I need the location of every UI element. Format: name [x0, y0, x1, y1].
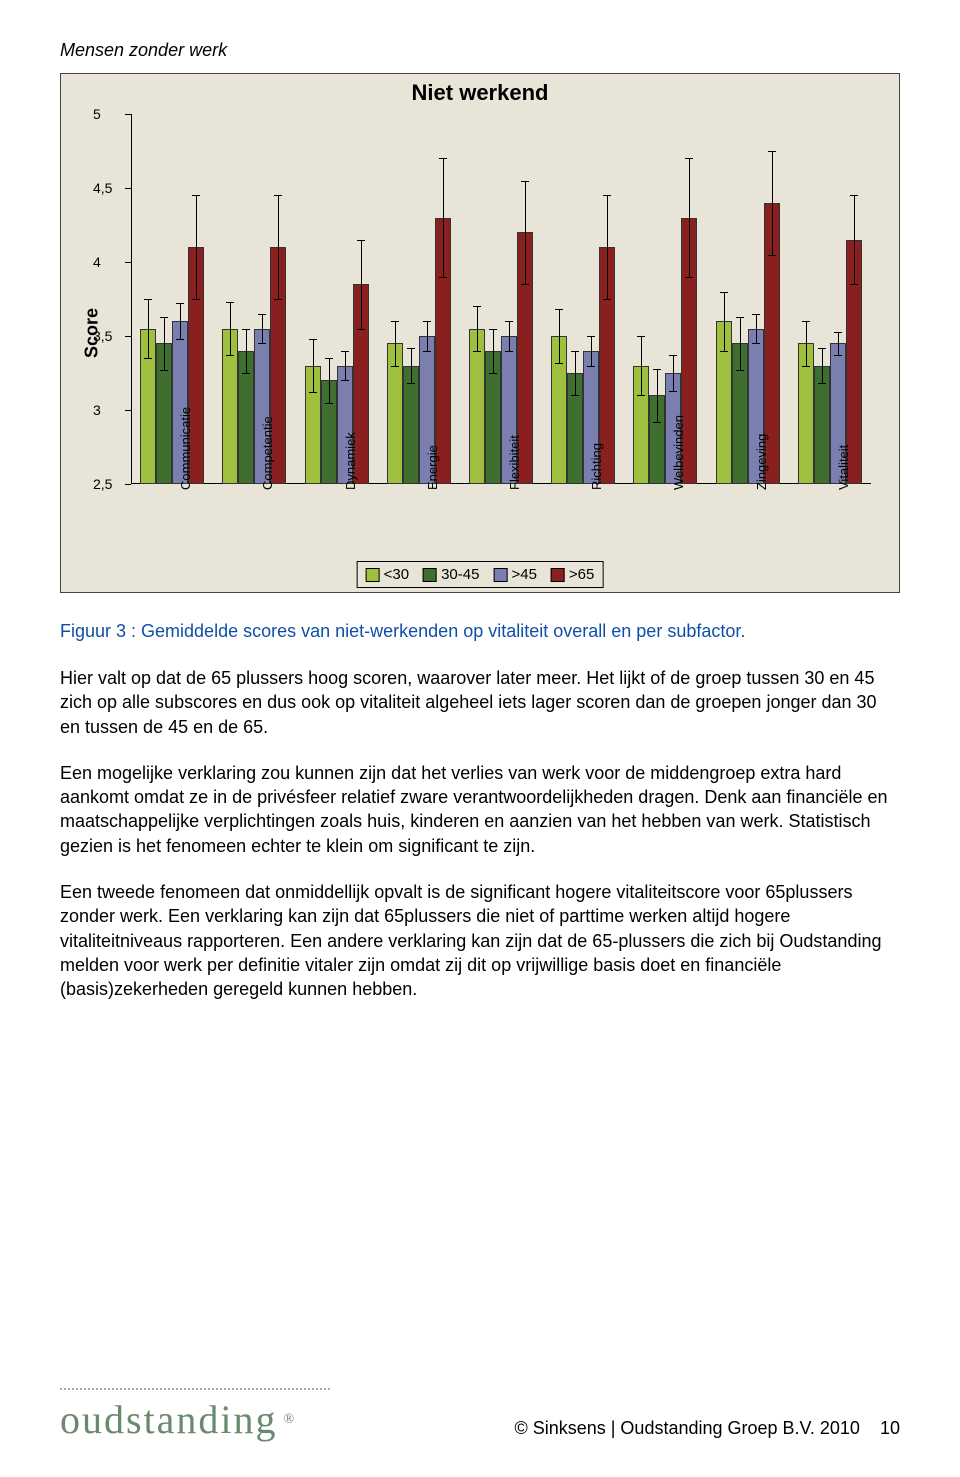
chart-container: Niet werkend Score 2,533,544,55 <3030-45… — [60, 73, 900, 593]
legend-swatch — [551, 568, 565, 582]
body-paragraph: Een mogelijke verklaring zou kunnen zijn… — [60, 761, 900, 858]
registered-icon: ® — [284, 1412, 297, 1428]
chart-xtick: Energie — [425, 445, 440, 490]
copyright-text: © Sinksens | Oudstanding Groep B.V. 2010 — [514, 1418, 860, 1438]
chart-xtick: Competentie — [260, 416, 275, 490]
chart-xtick: Vitaliteit — [836, 445, 851, 490]
chart-xtick: Zingeving — [754, 434, 769, 490]
chart-ytick: 4,5 — [93, 180, 112, 196]
body-paragraph: Hier valt op dat de 65 plussers hoog sco… — [60, 666, 900, 739]
page-number: 10 — [880, 1418, 900, 1438]
page-footer: oudstanding ® © Sinksens | Oudstanding Gr… — [60, 1388, 900, 1443]
chart-xtick: Welbevinden — [671, 415, 686, 490]
brand-text: oudstanding — [60, 1396, 278, 1443]
section-heading: Mensen zonder werk — [60, 40, 900, 61]
chart-xtick: Communicatie — [178, 407, 193, 490]
legend-swatch — [423, 568, 437, 582]
legend-swatch — [366, 568, 380, 582]
figure-caption: Figuur 3 : Gemiddelde scores van niet-we… — [60, 621, 900, 642]
chart-ytick: 3 — [93, 402, 101, 418]
legend-item: >65 — [551, 566, 594, 583]
chart-ytick: 2,5 — [93, 476, 112, 492]
copyright-line: © Sinksens | Oudstanding Groep B.V. 2010… — [514, 1418, 900, 1439]
chart-legend: <30 30-45 >45 >65 — [357, 561, 604, 588]
chart-plot-area: 2,533,544,55 — [131, 114, 871, 484]
legend-swatch — [493, 568, 507, 582]
footer-divider — [60, 1388, 330, 1390]
chart-ytick: 5 — [93, 106, 101, 122]
legend-item: >45 — [493, 566, 536, 583]
legend-item: <30 — [366, 566, 409, 583]
chart-xtick: Richting — [589, 443, 604, 490]
chart-title: Niet werkend — [61, 74, 899, 106]
legend-item: 30-45 — [423, 566, 479, 583]
chart-ytick: 4 — [93, 254, 101, 270]
body-paragraph: Een tweede fenomeen dat onmiddellijk opv… — [60, 880, 900, 1001]
chart-ytick: 3,5 — [93, 328, 112, 344]
chart-bar — [469, 329, 485, 484]
chart-xtick: Flexibiteit — [507, 435, 522, 490]
chart-xtick: Dynamiek — [343, 432, 358, 490]
